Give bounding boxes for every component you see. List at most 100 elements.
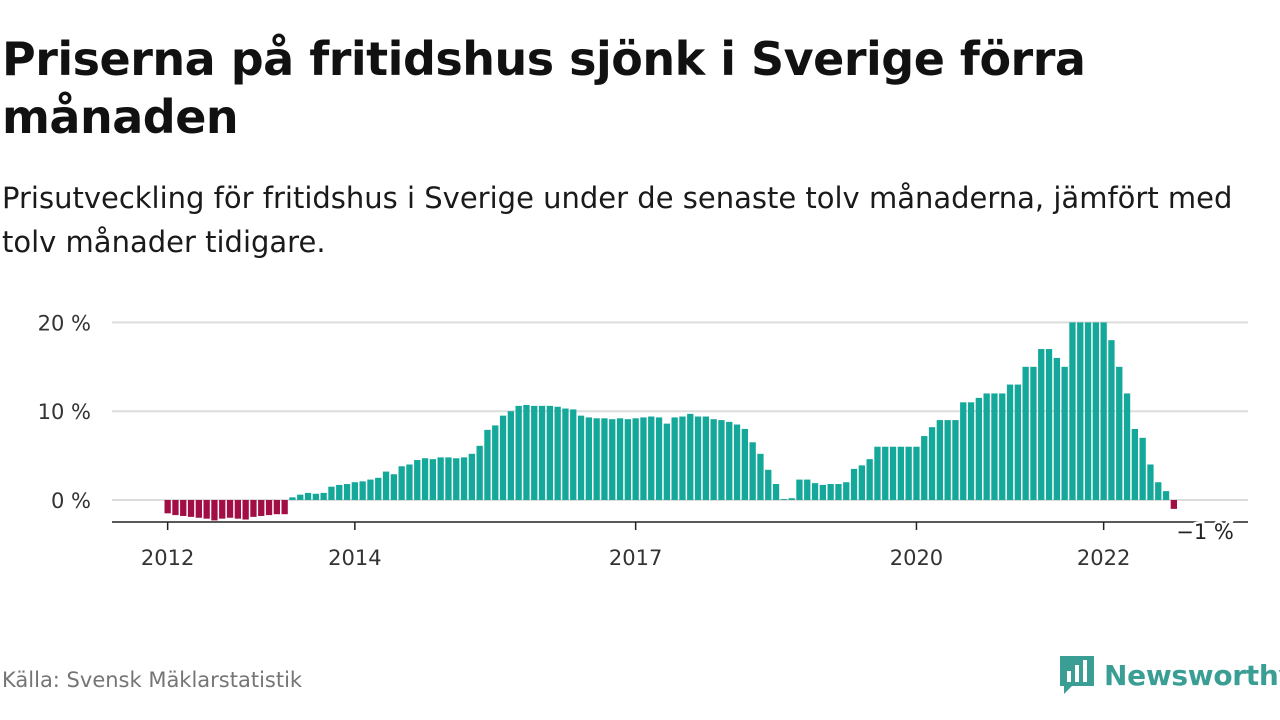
bar bbox=[336, 484, 343, 500]
bar bbox=[328, 486, 335, 500]
bar bbox=[796, 479, 803, 500]
bar bbox=[351, 482, 358, 500]
bar bbox=[484, 429, 491, 500]
bar bbox=[1006, 384, 1014, 500]
bar bbox=[538, 405, 546, 500]
bar bbox=[281, 500, 288, 515]
bar bbox=[226, 500, 234, 518]
bar bbox=[679, 416, 686, 500]
bar bbox=[492, 425, 499, 500]
bar bbox=[234, 500, 241, 519]
bar bbox=[219, 500, 226, 519]
bar bbox=[913, 446, 920, 500]
x-tick-label: 2022 bbox=[1077, 546, 1130, 570]
bar bbox=[203, 500, 210, 519]
bar bbox=[343, 484, 351, 500]
bar bbox=[1014, 384, 1021, 500]
bar bbox=[882, 446, 889, 500]
y-tick-label: 20 % bbox=[38, 311, 91, 335]
bar bbox=[1038, 349, 1045, 500]
y-tick-label: 10 % bbox=[38, 400, 91, 424]
bar bbox=[811, 483, 819, 500]
bar bbox=[1123, 393, 1131, 500]
bar bbox=[663, 423, 670, 500]
bar bbox=[710, 419, 717, 500]
bar bbox=[437, 457, 444, 500]
bar bbox=[593, 418, 600, 500]
bar bbox=[523, 404, 530, 500]
bar bbox=[499, 415, 507, 500]
bar bbox=[577, 415, 585, 500]
bar bbox=[554, 406, 561, 500]
bar bbox=[1116, 366, 1123, 500]
bar bbox=[718, 420, 725, 500]
bar bbox=[1092, 322, 1099, 500]
bar-chart-speech-bubble-icon bbox=[1060, 656, 1094, 694]
bar bbox=[733, 424, 741, 500]
bar bbox=[897, 446, 904, 500]
bar bbox=[640, 417, 647, 500]
bar bbox=[1170, 500, 1177, 509]
bar bbox=[921, 436, 928, 500]
bar bbox=[702, 416, 709, 500]
bar bbox=[172, 500, 179, 516]
bar bbox=[164, 500, 171, 514]
bar bbox=[1131, 428, 1138, 500]
bar bbox=[367, 479, 374, 500]
bar bbox=[648, 416, 655, 500]
bar bbox=[975, 397, 982, 500]
bar bbox=[889, 446, 897, 500]
bar bbox=[1155, 482, 1162, 500]
bar bbox=[320, 492, 327, 500]
bar bbox=[398, 466, 405, 500]
bar bbox=[297, 494, 304, 500]
bar bbox=[476, 445, 483, 500]
bar bbox=[827, 484, 834, 500]
bar bbox=[726, 421, 733, 500]
bar bbox=[382, 471, 390, 500]
bar bbox=[515, 405, 522, 500]
bar bbox=[694, 416, 702, 500]
bars bbox=[164, 322, 1177, 521]
chart-title: Priserna på fritidshus sjönk i Sverige f… bbox=[2, 32, 1086, 144]
chart-subtitle: Prisutveckling för fritidshus i Sverige … bbox=[2, 181, 1233, 259]
bar bbox=[460, 457, 468, 500]
bar bbox=[250, 500, 257, 517]
bar bbox=[1061, 366, 1068, 500]
bar bbox=[546, 405, 553, 500]
bar bbox=[655, 417, 663, 500]
bar bbox=[874, 446, 881, 500]
bar bbox=[601, 418, 608, 500]
bar bbox=[928, 427, 936, 500]
bar bbox=[944, 420, 951, 500]
bar bbox=[967, 402, 975, 500]
x-tick-label: 2020 bbox=[890, 546, 943, 570]
bar bbox=[195, 500, 202, 518]
source-note: Källa: Svensk Mäklarstatistik bbox=[2, 668, 303, 692]
bar bbox=[1108, 340, 1115, 500]
bar bbox=[445, 457, 452, 500]
bar bbox=[273, 500, 280, 515]
bar bbox=[242, 500, 249, 520]
bar bbox=[258, 500, 265, 516]
bar bbox=[960, 402, 967, 500]
bar bbox=[211, 500, 218, 521]
bar bbox=[991, 393, 998, 500]
bar bbox=[570, 409, 577, 500]
bar bbox=[265, 500, 273, 516]
bar bbox=[429, 459, 436, 500]
bar bbox=[983, 393, 990, 500]
bar bbox=[850, 468, 858, 500]
bar bbox=[562, 408, 569, 500]
x-tick-label: 2012 bbox=[141, 546, 194, 570]
bar bbox=[1077, 322, 1084, 500]
bar bbox=[289, 497, 296, 500]
bar bbox=[866, 459, 873, 500]
bar bbox=[468, 453, 475, 500]
bar bbox=[835, 484, 842, 500]
bar bbox=[406, 464, 413, 500]
bar bbox=[772, 484, 780, 500]
bar bbox=[616, 418, 624, 500]
bar bbox=[507, 411, 514, 500]
bar bbox=[687, 413, 694, 500]
